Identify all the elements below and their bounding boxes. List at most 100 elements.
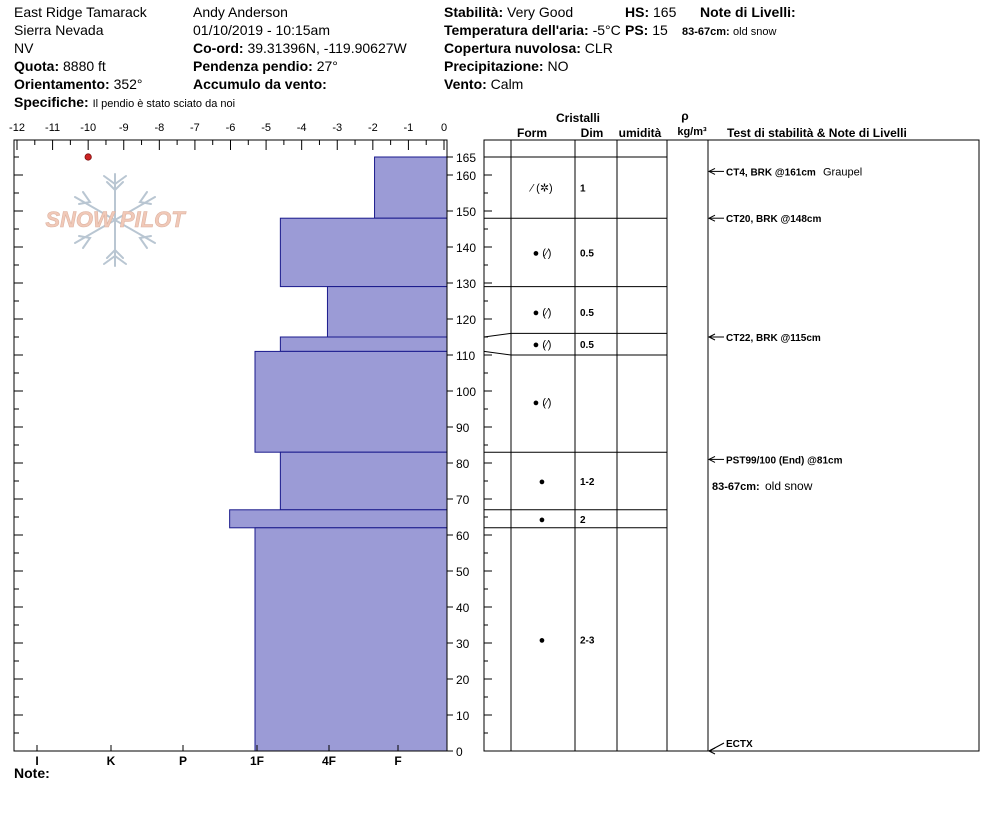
crystal-size: 2	[580, 515, 586, 526]
observer-name: Andy Anderson	[193, 4, 288, 20]
temperature-tick-label: -6	[226, 122, 236, 134]
wind-value: Calm	[490, 76, 524, 92]
height-tick-label: 60	[456, 529, 470, 543]
crystal-size: 1-2	[580, 477, 595, 488]
crystal-form: ●	[539, 514, 546, 526]
hardness-label: F	[394, 754, 401, 768]
snow-height: HS: 165	[625, 3, 676, 21]
specifics-value: Il pendio è stato sciato da noi	[92, 98, 236, 110]
hardness-axis: I K P 1F 4F F	[35, 745, 402, 768]
layer-notes-text: old snow	[733, 26, 777, 38]
layer-table: ⁄ (✲) 1 ● (⁄) 0.5 ● (⁄) 0.5 ● (⁄) 0.5 ● (⁄) ● 1-2 ●…	[483, 140, 709, 751]
crystal-form: ●	[539, 476, 546, 488]
hardness-bar	[374, 156, 448, 219]
temperature-tick-label: -5	[261, 122, 271, 134]
hs-value: 165	[653, 4, 677, 20]
height-tick-label: 30	[456, 637, 470, 651]
aspect-label: Orientamento:	[14, 76, 110, 92]
stability-value: Very Good	[507, 4, 574, 20]
crystal-form: ● (⁄)	[533, 307, 552, 319]
form-header: Form	[517, 126, 547, 140]
ps-label: PS:	[625, 22, 649, 38]
temperature-tick-label: -2	[368, 122, 378, 134]
density-symbol: ρ	[681, 109, 688, 123]
height-tick-label: 0	[456, 745, 463, 759]
temperature-point	[84, 153, 92, 161]
layer-notes-label: Note di Livelli:	[700, 4, 796, 20]
layer-notes-heading: Note di Livelli:	[700, 3, 796, 21]
elevation-label: Quota:	[14, 58, 60, 74]
specifics: Specifiche: Il pendio è stato sciato da …	[14, 93, 235, 113]
temperature-tick-label: -1	[404, 122, 414, 134]
cloud-cover: Copertura nuvolosa: CLR	[444, 39, 613, 57]
height-tick-label: 80	[456, 457, 470, 471]
hardness-label: 1F	[250, 754, 264, 768]
temperature-tick-label: -10	[80, 122, 96, 134]
height-tick-label: 140	[456, 241, 476, 255]
temperature-tick-label: -8	[154, 122, 164, 134]
precip-value: NO	[547, 58, 569, 74]
stability-test-label: PST99/100 (End) @81cm	[726, 455, 843, 466]
air-temp-value: -5°C	[592, 22, 621, 38]
mountain-range: Sierra Nevada	[14, 22, 104, 38]
stability-label: Stabilità:	[444, 4, 504, 20]
height-axis: 0 10 20 30 40 50 60 70 80 90 100 110 120 130 140 150 160…	[14, 151, 492, 759]
height-tick-label: 100	[456, 385, 476, 399]
wind: Vento: Calm	[444, 75, 523, 93]
logo-text: SNOW PILOT	[45, 207, 186, 232]
coordinates-label: Co-ord:	[193, 40, 244, 56]
coordinates: Co-ord: 39.31396N, -119.90627W	[193, 39, 407, 57]
hardness-bar	[279, 336, 448, 352]
location-name: East Ridge Tamarack	[14, 4, 147, 20]
height-tick-label: 70	[456, 493, 470, 507]
penetration: PS: 15	[625, 21, 668, 39]
coordinates-value: 39.31396N, -119.90627W	[247, 40, 407, 56]
stability-test-label: CT20, BRK @148cm	[726, 214, 821, 225]
stability-tests: CT4, BRK @161cm Graupel CT20, BRK @148cm CT…	[707, 166, 862, 755]
size-header: Dim	[581, 126, 604, 140]
crystal-size: 0.5	[580, 248, 594, 259]
stability-notes-header: Test di stabilità & Note di Livelli	[727, 126, 907, 140]
crystal-size: 2-3	[580, 635, 595, 646]
height-tick-label: 40	[456, 601, 470, 615]
aspect-value: 352°	[113, 76, 143, 92]
height-tick-label: 20	[456, 673, 470, 687]
crystal-form: ● (⁄)	[533, 247, 552, 259]
temperature-tick-label: -7	[190, 122, 200, 134]
crystal-size: 1	[580, 184, 586, 195]
crystal-size: 0.5	[580, 308, 594, 319]
stability-arrow-head	[707, 333, 716, 341]
hardness-bar	[279, 217, 448, 288]
slope-value: 27°	[316, 58, 338, 74]
temperature-tick-label: 0	[441, 122, 447, 134]
height-tick-label: 130	[456, 277, 476, 291]
observation-datetime: 01/10/2019 - 10:15am	[193, 22, 330, 38]
temperature-axis: -12 -11 -10 -9 -8 -7 -6 -5 -4 -3 -2 -1 0	[9, 122, 447, 150]
stability-test-label: CT4, BRK @161cm	[726, 167, 816, 178]
hardness-label: I	[35, 754, 38, 768]
stability: Stabilità: Very Good	[444, 3, 573, 21]
air-temperature: Temperatura dell'aria: -5°C	[444, 21, 621, 39]
slope-angle: Pendenza pendio: 27°	[193, 57, 338, 75]
layer-boundary-line	[483, 332, 667, 338]
snowpilot-logo: SNOW PILOT	[38, 172, 193, 268]
moisture-header: umidità	[619, 126, 662, 140]
cloud-value: CLR	[584, 40, 613, 56]
wind-label: Vento:	[444, 76, 487, 92]
stability-arrow-head	[707, 214, 716, 222]
crystal-size: 0.5	[580, 340, 594, 351]
note-label: Note:	[14, 765, 50, 781]
hardness-profile-area	[84, 153, 448, 752]
height-tick-label: 90	[456, 421, 470, 435]
hardness-label: 4F	[322, 754, 336, 768]
slope-label: Pendenza pendio:	[193, 58, 313, 74]
ps-value: 15	[652, 22, 668, 38]
height-tick-label: 10	[456, 709, 470, 723]
hardness-bar	[279, 451, 448, 511]
crystal-form: ● (⁄)	[533, 339, 552, 351]
air-temp-label: Temperatura dell'aria:	[444, 22, 589, 38]
height-tick-label: 120	[456, 313, 476, 327]
temperature-tick-label: -11	[45, 122, 60, 134]
crystal-form: ●	[539, 634, 546, 646]
